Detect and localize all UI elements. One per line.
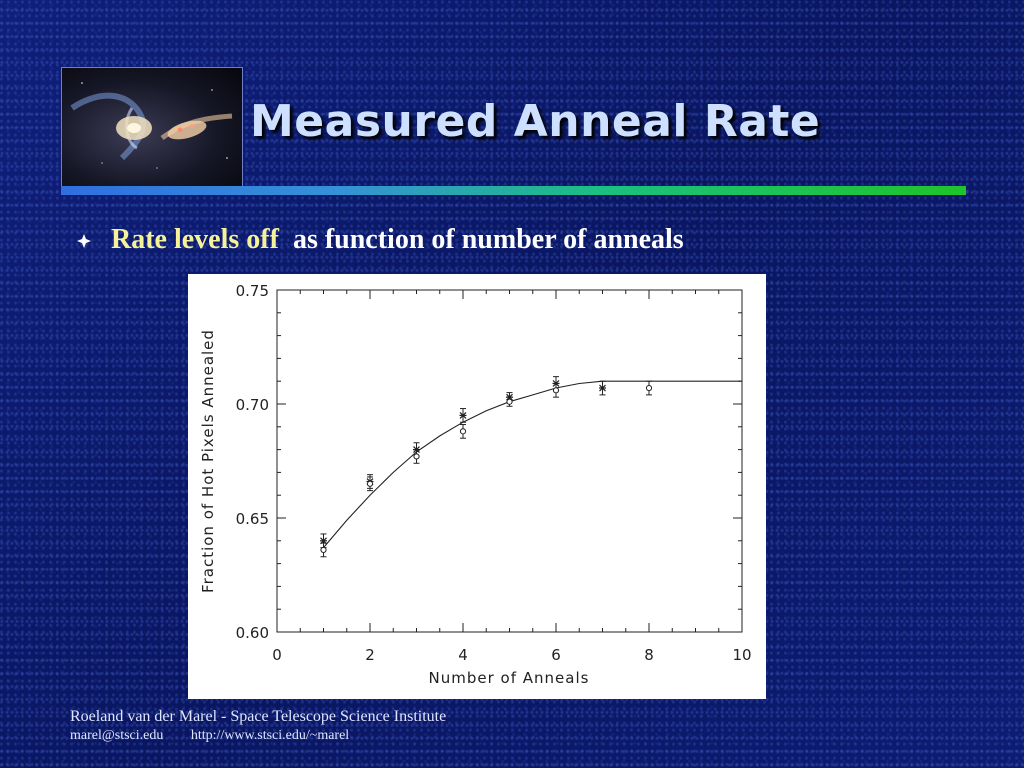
y-tick-label: 0.60 xyxy=(236,624,269,642)
footer: Roeland van der Marel - Space Telescope … xyxy=(70,708,446,744)
plot-frame xyxy=(276,289,743,633)
bullet-highlight: Rate levels off xyxy=(111,224,279,255)
data-point-circle xyxy=(645,384,653,392)
footer-url[interactable]: http://www.stsci.edu/~marel xyxy=(190,728,350,743)
x-tick-label: 4 xyxy=(458,646,468,664)
data-point-circle xyxy=(320,546,327,554)
footer-author: Roeland van der Marel - Space Telescope … xyxy=(70,708,447,725)
x-tick-label: 10 xyxy=(732,646,751,664)
y-axis-label-group: Fraction of Hot Pixels Annealed xyxy=(199,329,217,593)
data-point-circle xyxy=(413,453,420,460)
data-point-circle xyxy=(506,398,513,405)
x-tick-label: 0 xyxy=(272,646,282,664)
y-tick-label: 0.75 xyxy=(236,282,269,300)
chart-svg: Fraction of Hot Pixels Annealed Number o… xyxy=(199,282,752,687)
slide-title: Measured Anneal Rate xyxy=(250,96,821,147)
data-point-circle xyxy=(366,480,374,487)
fit-curve-group xyxy=(323,380,742,548)
x-tick-label: 8 xyxy=(644,646,654,664)
y-tick-label: 0.70 xyxy=(236,396,269,414)
bullet-text: as function of number of anneals xyxy=(292,224,684,255)
data-point-asterisk xyxy=(459,411,467,419)
x-tick-label: 6 xyxy=(551,646,561,664)
fit-curve xyxy=(323,380,742,548)
axis-ticks: 0 2 4 6 8 10 0.60 0.65 0.70 0.75 xyxy=(236,282,752,664)
data-point-circle xyxy=(459,428,467,435)
anneal-rate-chart: Fraction of Hot Pixels Annealed Number o… xyxy=(188,274,766,699)
diamond-bullet-icon xyxy=(77,224,93,256)
x-axis-label: Number of Anneals xyxy=(429,669,590,687)
x-tick-label: 2 xyxy=(365,646,375,664)
data-point-circle xyxy=(552,387,560,394)
data-points xyxy=(320,376,653,558)
galaxy-image xyxy=(61,67,243,189)
title-divider xyxy=(61,186,966,195)
y-tick-label: 0.65 xyxy=(236,510,269,528)
footer-email[interactable]: marel@stsci.edu xyxy=(70,728,164,743)
bullet-item: Rate levels off as function of number of… xyxy=(77,224,684,256)
data-point-asterisk xyxy=(599,384,606,392)
y-axis-label: Fraction of Hot Pixels Annealed xyxy=(199,329,217,593)
